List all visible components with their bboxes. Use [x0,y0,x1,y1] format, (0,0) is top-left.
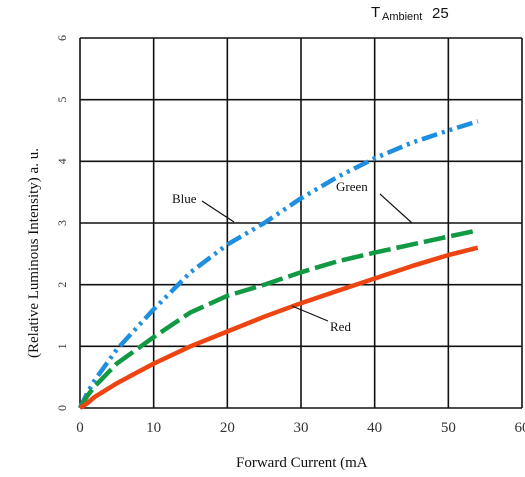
x-axis-label: Forward Current (mA [236,455,368,471]
x-tick-label: 0 [76,420,84,436]
series-red-line [78,245,479,410]
y-tick-labels: 0 1 2 3 4 5 6 [55,35,69,411]
series-green-line [78,228,479,410]
leader-blue [201,200,235,223]
y-tick-label: 4 [55,158,69,164]
leader-green [379,193,413,224]
x-tick-label: 20 [220,420,235,436]
x-tick-label: 30 [294,420,309,436]
y-tick-label: 3 [55,220,69,226]
grid [79,37,523,409]
y-axis-label: (Relative Luminous Intensity) a. u. [26,148,42,358]
series-blue-line [77,119,479,409]
y-tick-label: 0 [55,405,69,411]
annotation-blue: Blue [172,191,197,206]
header-value: 25 [432,5,449,22]
header-t: T [371,4,380,21]
header-subscript: Ambient [382,11,422,23]
x-tick-label: 10 [146,420,161,436]
x-tick-label: 60 [515,420,525,436]
y-tick-label: 6 [55,35,69,41]
y-tick-label: 5 [55,97,69,103]
y-tick-label: 1 [55,343,69,349]
x-tick-label: 40 [367,420,382,436]
annotation-leaders [201,193,413,322]
x-tick-labels: 0 10 20 30 40 50 60 [76,420,525,436]
data-curves [77,119,479,410]
annotation-green: Green [336,179,368,194]
y-tick-label: 2 [55,282,69,288]
x-tick-label: 50 [441,420,456,436]
annotation-red: Red [330,319,351,334]
leader-red [291,305,329,322]
